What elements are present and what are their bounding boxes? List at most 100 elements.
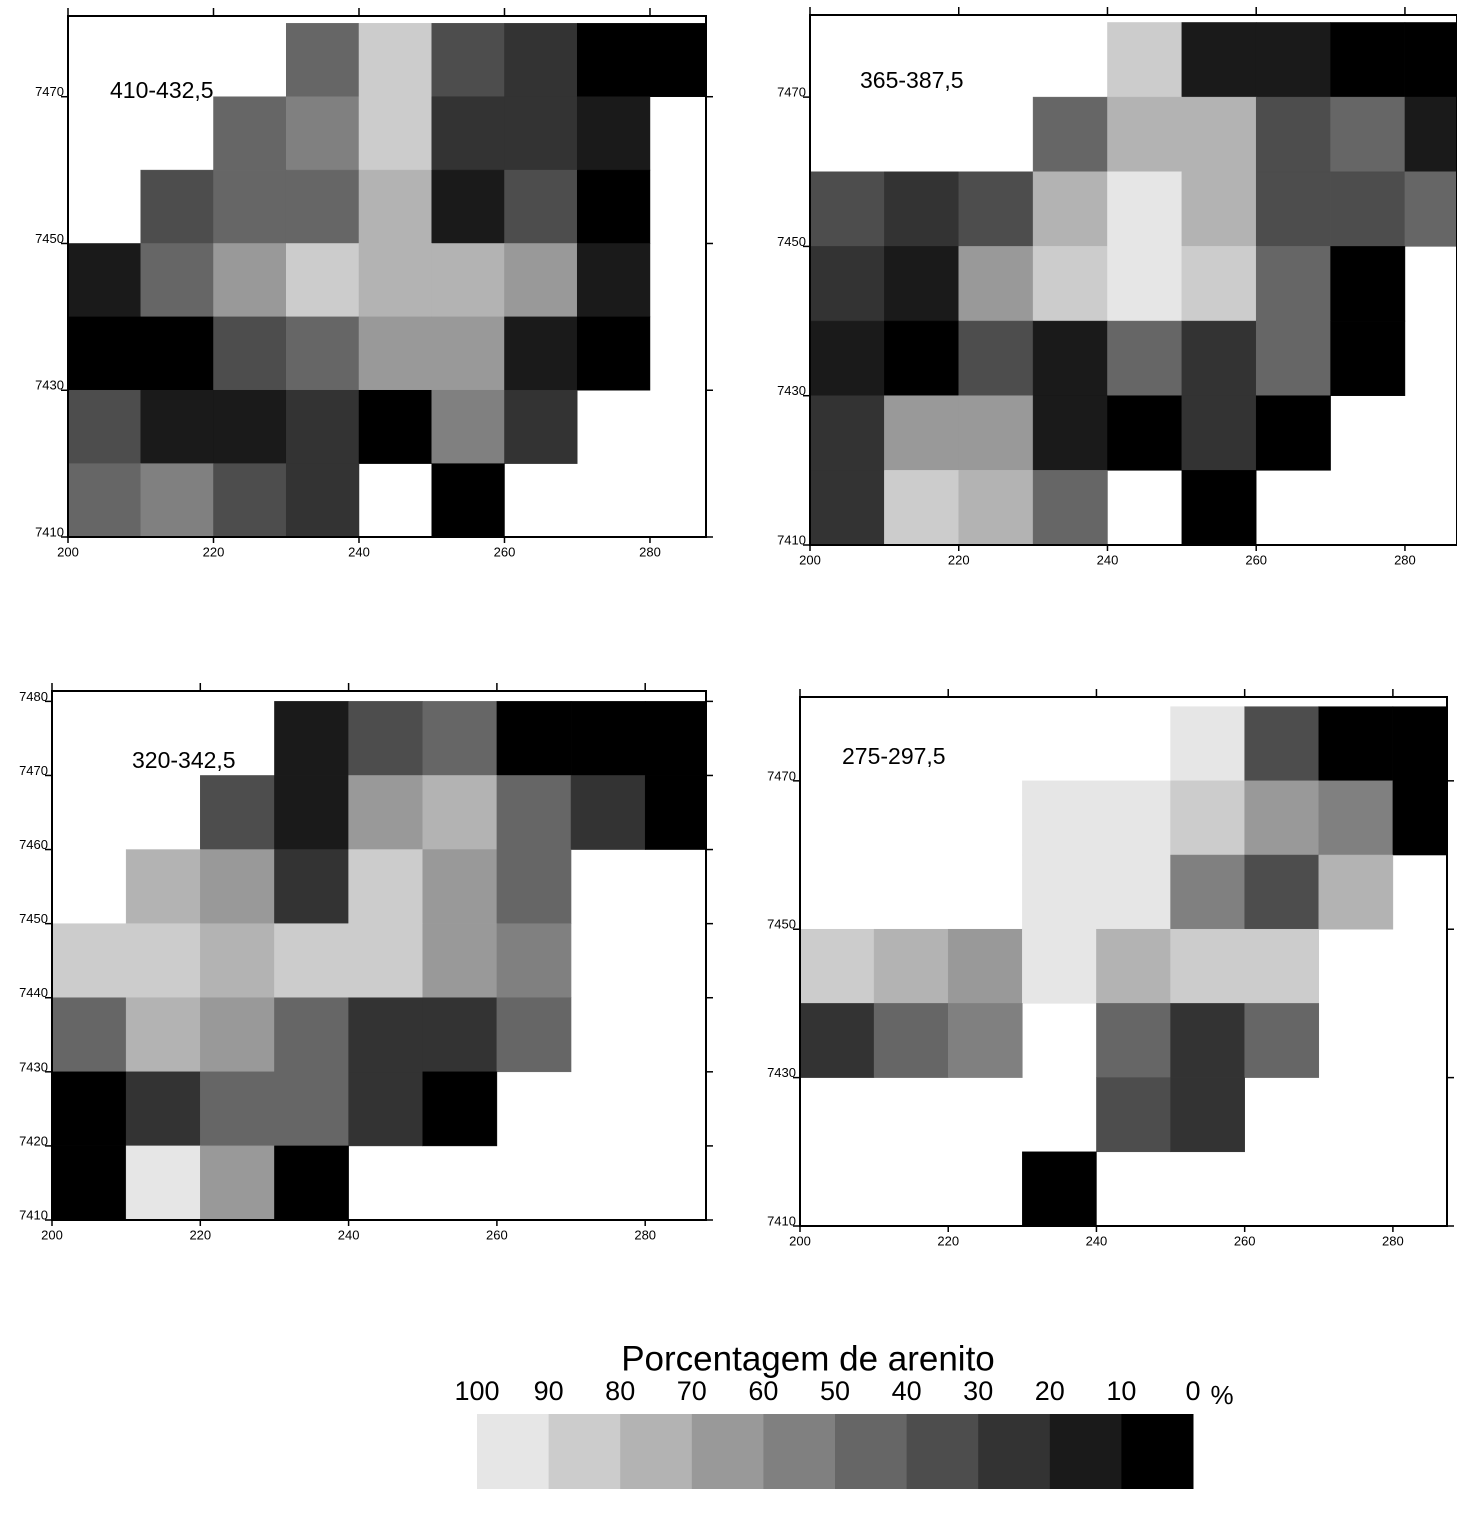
contour-cell <box>959 172 1033 247</box>
contour-cell <box>274 1072 348 1146</box>
contour-cell <box>423 701 497 775</box>
y-tick-label: 7470 <box>35 84 64 99</box>
contour-cell <box>959 246 1033 321</box>
contour-cell <box>1331 321 1405 396</box>
contour-cell <box>1107 172 1181 247</box>
contour-cell <box>1171 929 1245 1003</box>
x-tick-label: 240 <box>1097 552 1119 567</box>
contour-cell <box>274 775 348 849</box>
contour-cell <box>1319 781 1393 855</box>
contour-cell <box>68 464 141 537</box>
contour-cell <box>1171 855 1245 929</box>
contour-cell <box>1096 1078 1170 1152</box>
contour-cell <box>141 243 214 316</box>
contour-cell <box>52 1146 126 1220</box>
x-tick-label: 220 <box>948 552 970 567</box>
contour-cell <box>423 998 497 1072</box>
contour-cell <box>213 170 286 243</box>
contour-cell <box>213 390 286 463</box>
contour-cell <box>52 1072 126 1146</box>
contour-cell <box>1033 172 1107 247</box>
contour-cell <box>200 1072 274 1146</box>
contour-cell <box>213 243 286 316</box>
contour-cell <box>286 243 359 316</box>
legend-level: 80 <box>605 1376 635 1406</box>
contour-cell <box>141 464 214 537</box>
y-tick-label: 7460 <box>19 837 48 852</box>
contour-cell <box>141 390 214 463</box>
x-tick-label: 280 <box>1394 552 1416 567</box>
contour-cell <box>141 170 214 243</box>
contour-cell <box>1256 321 1330 396</box>
contour-cell <box>359 97 432 170</box>
contour-cell <box>1182 396 1256 471</box>
contour-cell <box>497 998 571 1072</box>
legend-level: 20 <box>1035 1376 1065 1406</box>
x-tick-label: 200 <box>41 1227 63 1242</box>
contour-cell <box>884 246 958 321</box>
contour-cell <box>274 1146 348 1220</box>
legend-level: 90 <box>534 1376 564 1406</box>
contour-cell <box>504 243 577 316</box>
x-tick-label: 280 <box>1382 1233 1404 1248</box>
contour-cell <box>1393 707 1447 781</box>
contour-cell <box>213 317 286 390</box>
x-tick-label: 220 <box>937 1233 959 1248</box>
contour-cell <box>213 97 286 170</box>
contour-cell <box>359 390 432 463</box>
contour-cell <box>349 924 423 998</box>
contour-cell <box>884 470 958 545</box>
contour-cell <box>1182 22 1256 97</box>
contour-cell <box>1256 396 1330 471</box>
contour-cell <box>432 23 505 96</box>
y-tick-label: 7430 <box>777 383 806 398</box>
y-tick-label: 7410 <box>35 524 64 539</box>
y-tick-label: 7410 <box>19 1207 48 1222</box>
legend-level: 70 <box>677 1376 707 1406</box>
contour-cell <box>1033 246 1107 321</box>
x-tick-label: 260 <box>494 544 516 559</box>
contour-cell <box>874 1003 948 1077</box>
contour-cell <box>1245 929 1319 1003</box>
contour-cell <box>432 317 505 390</box>
contour-cell <box>497 701 571 775</box>
contour-cell <box>141 317 214 390</box>
contour-cell <box>1096 1003 1170 1077</box>
legend-swatch <box>549 1414 621 1489</box>
legend-unit: % <box>1210 1380 1233 1410</box>
contour-cell <box>1245 1003 1319 1077</box>
x-tick-label: 260 <box>1245 552 1267 567</box>
x-tick-label: 260 <box>486 1227 508 1242</box>
contour-cell <box>68 317 141 390</box>
legend-level: 10 <box>1106 1376 1136 1406</box>
contour-cell <box>1107 22 1181 97</box>
contour-cell <box>68 390 141 463</box>
x-tick-label: 280 <box>639 544 661 559</box>
contour-cell <box>359 23 432 96</box>
contour-cell <box>432 390 505 463</box>
x-tick-label: 260 <box>1234 1233 1256 1248</box>
figure: Porcentagem de arenito % 200220240260280… <box>0 0 1457 1517</box>
contour-cell <box>1022 781 1096 855</box>
contour-cell <box>884 396 958 471</box>
contour-cell <box>200 850 274 924</box>
y-tick-label: 7430 <box>767 1065 796 1080</box>
contour-cell <box>432 170 505 243</box>
contour-cell <box>1022 929 1096 1003</box>
contour-cell <box>497 775 571 849</box>
y-tick-label: 7450 <box>35 231 64 246</box>
contour-cell <box>423 775 497 849</box>
legend-swatch <box>835 1414 907 1489</box>
contour-cell <box>1331 97 1405 172</box>
legend-swatch <box>907 1414 979 1489</box>
contour-cell <box>359 243 432 316</box>
contour-cell <box>1331 22 1405 97</box>
contour-cell <box>1405 22 1457 97</box>
contour-cell <box>274 998 348 1072</box>
contour-cell <box>1033 470 1107 545</box>
contour-cell <box>286 170 359 243</box>
contour-cell <box>497 924 571 998</box>
x-tick-label: 240 <box>1086 1233 1108 1248</box>
contour-cell <box>1256 22 1330 97</box>
contour-cell <box>577 97 650 170</box>
